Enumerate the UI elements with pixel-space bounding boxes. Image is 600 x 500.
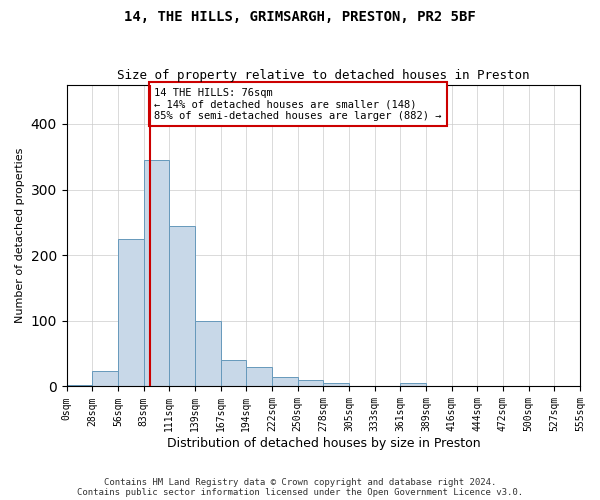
Bar	[67, 385, 92, 386]
Title: Size of property relative to detached houses in Preston: Size of property relative to detached ho…	[117, 69, 530, 82]
Text: 14, THE HILLS, GRIMSARGH, PRESTON, PR2 5BF: 14, THE HILLS, GRIMSARGH, PRESTON, PR2 5…	[124, 10, 476, 24]
Bar	[143, 160, 169, 386]
Bar	[323, 383, 349, 386]
Bar	[247, 367, 272, 386]
Bar	[195, 321, 221, 386]
Bar	[118, 239, 143, 386]
Text: Contains HM Land Registry data © Crown copyright and database right 2024.
Contai: Contains HM Land Registry data © Crown c…	[77, 478, 523, 497]
Bar	[92, 372, 118, 386]
Y-axis label: Number of detached properties: Number of detached properties	[15, 148, 25, 323]
Text: 14 THE HILLS: 76sqm
← 14% of detached houses are smaller (148)
85% of semi-detac: 14 THE HILLS: 76sqm ← 14% of detached ho…	[154, 88, 442, 121]
Bar	[272, 378, 298, 386]
Bar	[298, 380, 323, 386]
Bar	[169, 226, 195, 386]
X-axis label: Distribution of detached houses by size in Preston: Distribution of detached houses by size …	[167, 437, 480, 450]
Bar	[400, 383, 426, 386]
Bar	[221, 360, 247, 386]
